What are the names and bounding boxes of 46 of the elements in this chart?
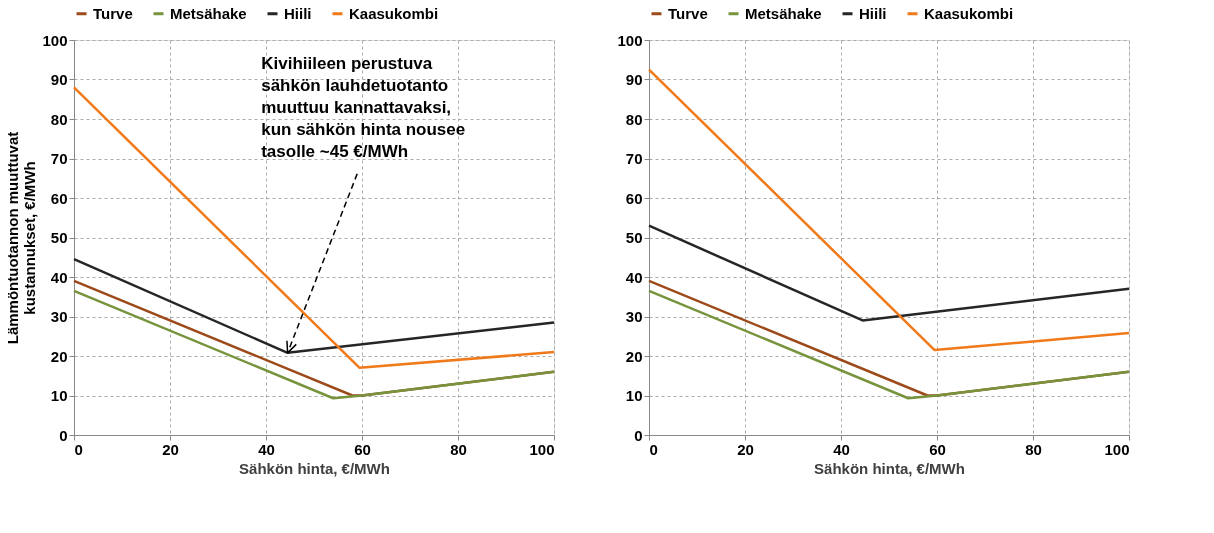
legend-label: Metsähake	[745, 4, 822, 22]
y-tick-label: 60	[625, 189, 643, 207]
y-tick-label: 70	[625, 150, 643, 167]
legend-label: Hiili	[284, 4, 312, 22]
y-axis-title: Lämmöntuotannon muuttuvat kustannukset, €/MWh	[4, 131, 39, 345]
y-tick-label: 30	[50, 308, 68, 325]
x-axis-title: Sähkön hinta, €/MWh	[239, 459, 390, 477]
x-tick-label: 0	[649, 440, 658, 458]
legend-label: Kaasukombi	[924, 4, 1014, 22]
x-axis-title: Sähkön hinta, €/MWh	[814, 459, 965, 477]
y-tick-label: 10	[625, 387, 643, 404]
x-tick-label: 60	[929, 440, 946, 458]
legend-label: Turve	[93, 4, 133, 22]
y-tick-label: 50	[50, 229, 68, 246]
y-tick-label: 70	[50, 150, 68, 167]
x-tick-label: 0	[74, 440, 83, 458]
x-tick-label: 20	[162, 440, 179, 458]
y-tick-label: 100	[42, 31, 68, 49]
legend-label: Turve	[668, 4, 708, 22]
y-tick-label: 80	[625, 110, 643, 128]
y-tick-label: 40	[625, 268, 643, 286]
x-tick-label: 60	[354, 440, 371, 458]
y-tick-label: 10	[50, 387, 68, 404]
x-tick-label: 100	[1104, 440, 1130, 458]
legend-label: Metsähake	[170, 4, 247, 22]
y-tick-label: 20	[50, 347, 68, 365]
y-tick-label: 0	[59, 426, 68, 444]
y-tick-label: 60	[50, 189, 68, 207]
y-tick-label: 0	[634, 426, 643, 444]
annotation: Kivihiileen perustuva sähkön lauhdetuotanto muuttuu kannattavaksi, kun sähkön hinta nousee tasolle ~45 €/MWh	[261, 53, 466, 161]
x-tick-label: 40	[258, 440, 275, 458]
y-tick-label: 40	[50, 268, 68, 286]
legend-label: Hiili	[859, 4, 887, 22]
y-tick-label: 90	[50, 71, 68, 88]
y-tick-label: 20	[625, 347, 643, 365]
x-tick-label: 20	[737, 440, 754, 458]
x-tick-label: 40	[833, 440, 850, 458]
y-tick-label: 50	[625, 229, 643, 246]
x-tick-label: 80	[1025, 440, 1042, 458]
y-tick-label: 30	[625, 308, 643, 325]
x-tick-label: 100	[529, 440, 555, 458]
y-tick-label: 80	[50, 110, 68, 128]
y-tick-label: 90	[625, 71, 643, 88]
legend-label: Kaasukombi	[349, 4, 439, 22]
x-tick-label: 80	[450, 440, 467, 458]
y-tick-label: 100	[617, 31, 643, 49]
